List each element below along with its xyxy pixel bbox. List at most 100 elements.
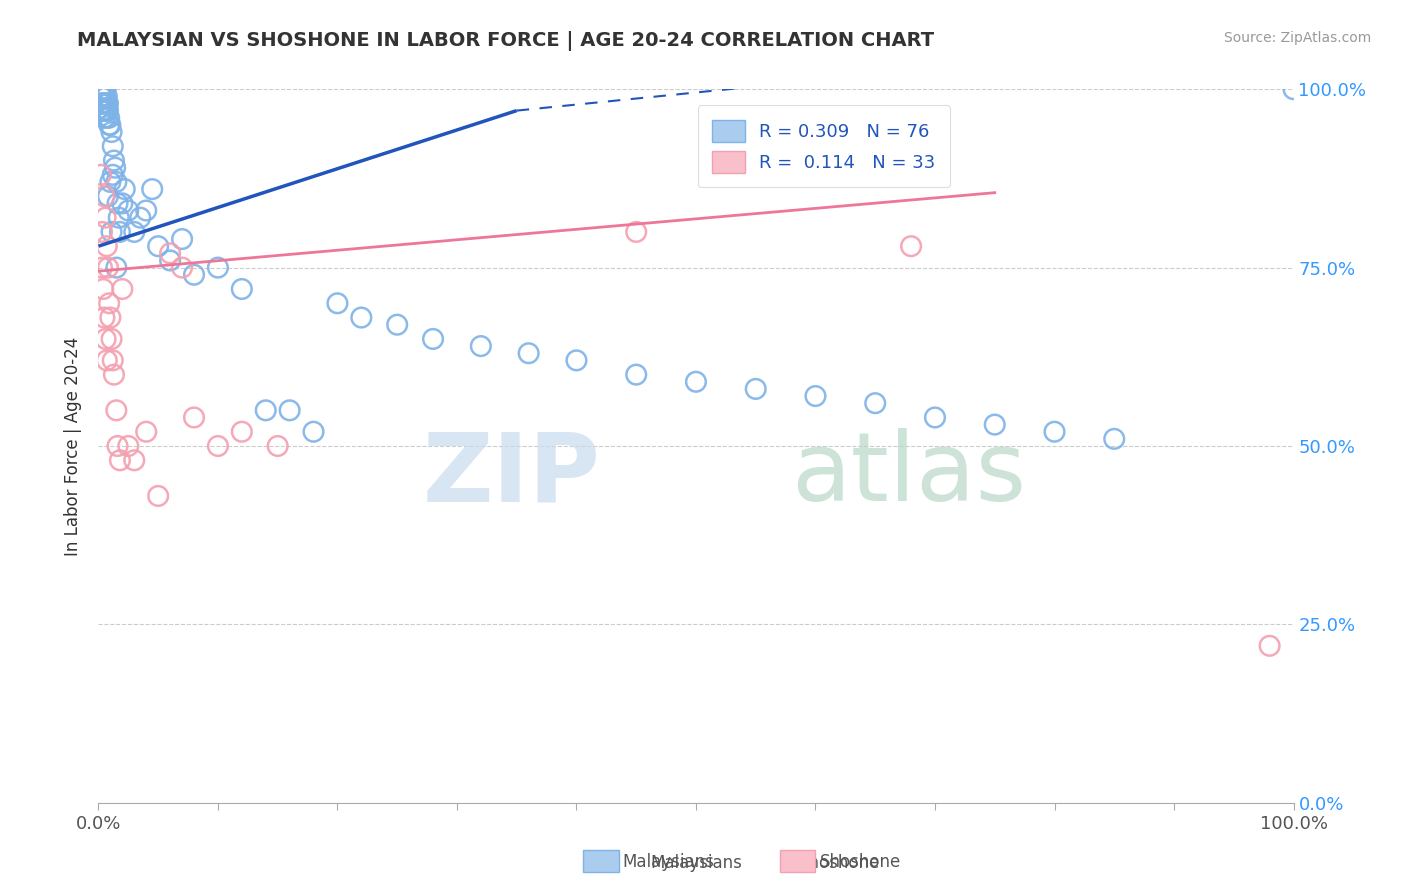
Point — [103, 153, 125, 168]
Point — [172, 260, 194, 275]
Point — [97, 189, 120, 203]
Point — [350, 310, 373, 325]
Point — [90, 168, 112, 182]
Point — [865, 396, 887, 410]
Point — [924, 410, 946, 425]
Point — [91, 96, 114, 111]
Point — [91, 89, 114, 103]
Point — [1043, 425, 1066, 439]
Point — [148, 489, 170, 503]
Point — [1104, 432, 1126, 446]
Point — [565, 353, 588, 368]
Point — [302, 425, 325, 439]
Point — [745, 382, 768, 396]
Point — [517, 346, 540, 360]
Text: MALAYSIAN VS SHOSHONE IN LABOR FORCE | AGE 20-24 CORRELATION CHART: MALAYSIAN VS SHOSHONE IN LABOR FORCE | A… — [77, 31, 935, 51]
Point — [267, 439, 290, 453]
Point — [129, 211, 152, 225]
Point — [93, 310, 115, 325]
Legend: R = 0.309   N = 76, R =  0.114   N = 33: R = 0.309 N = 76, R = 0.114 N = 33 — [697, 105, 950, 187]
Point — [104, 161, 127, 175]
Text: Shoshone: Shoshone — [820, 853, 901, 871]
Point — [422, 332, 444, 346]
Point — [107, 211, 129, 225]
Point — [91, 103, 114, 118]
Point — [101, 353, 124, 368]
Point — [91, 225, 114, 239]
Point — [159, 246, 181, 260]
Point — [97, 103, 120, 118]
Point — [326, 296, 349, 310]
Point — [114, 182, 136, 196]
Point — [124, 453, 146, 467]
Point — [96, 89, 118, 103]
Point — [97, 96, 120, 111]
Point — [108, 453, 131, 467]
Point — [94, 211, 117, 225]
Text: Malaysians: Malaysians — [650, 855, 742, 872]
Point — [91, 82, 114, 96]
Point — [98, 310, 122, 325]
Text: atlas: atlas — [792, 428, 1026, 521]
Point — [470, 339, 492, 353]
Point — [101, 168, 124, 182]
Point — [98, 111, 121, 125]
Point — [96, 239, 118, 253]
Point — [183, 410, 205, 425]
Point — [96, 111, 118, 125]
Point — [94, 89, 117, 103]
Point — [105, 403, 128, 417]
Point — [93, 82, 115, 96]
Point — [93, 111, 115, 125]
Point — [804, 389, 827, 403]
Point — [231, 282, 253, 296]
Point — [278, 403, 301, 417]
Point — [1282, 82, 1305, 96]
Point — [91, 103, 114, 118]
Point — [135, 425, 157, 439]
Point — [91, 282, 114, 296]
Point — [94, 96, 117, 111]
Y-axis label: In Labor Force | Age 20-24: In Labor Force | Age 20-24 — [65, 336, 83, 556]
Text: Source: ZipAtlas.com: Source: ZipAtlas.com — [1223, 31, 1371, 45]
Point — [117, 439, 139, 453]
Point — [90, 96, 112, 111]
Point — [111, 196, 134, 211]
Point — [207, 260, 229, 275]
Point — [93, 189, 115, 203]
Point — [105, 175, 128, 189]
Point — [172, 232, 194, 246]
Text: ZIP: ZIP — [422, 428, 600, 521]
Point — [93, 103, 115, 118]
Point — [183, 268, 205, 282]
Point — [254, 403, 277, 417]
Text: Malaysians: Malaysians — [623, 853, 714, 871]
Point — [626, 225, 648, 239]
Point — [90, 89, 112, 103]
Point — [626, 368, 648, 382]
Point — [98, 118, 121, 132]
Point — [148, 239, 170, 253]
Point — [108, 225, 131, 239]
Point — [100, 332, 122, 346]
Point — [98, 118, 122, 132]
Point — [1258, 639, 1281, 653]
Point — [135, 203, 157, 218]
Point — [117, 203, 139, 218]
Point — [159, 253, 181, 268]
Point — [900, 239, 922, 253]
Point — [107, 196, 129, 211]
Point — [111, 282, 134, 296]
Point — [96, 103, 118, 118]
Text: Shoshone: Shoshone — [799, 855, 880, 872]
Point — [93, 96, 115, 111]
Point — [91, 96, 114, 111]
Point — [141, 182, 163, 196]
Point — [94, 332, 117, 346]
Point — [97, 260, 120, 275]
Point — [685, 375, 707, 389]
Point — [98, 296, 121, 310]
Point — [91, 260, 114, 275]
Point — [93, 82, 115, 96]
Point — [231, 425, 253, 439]
